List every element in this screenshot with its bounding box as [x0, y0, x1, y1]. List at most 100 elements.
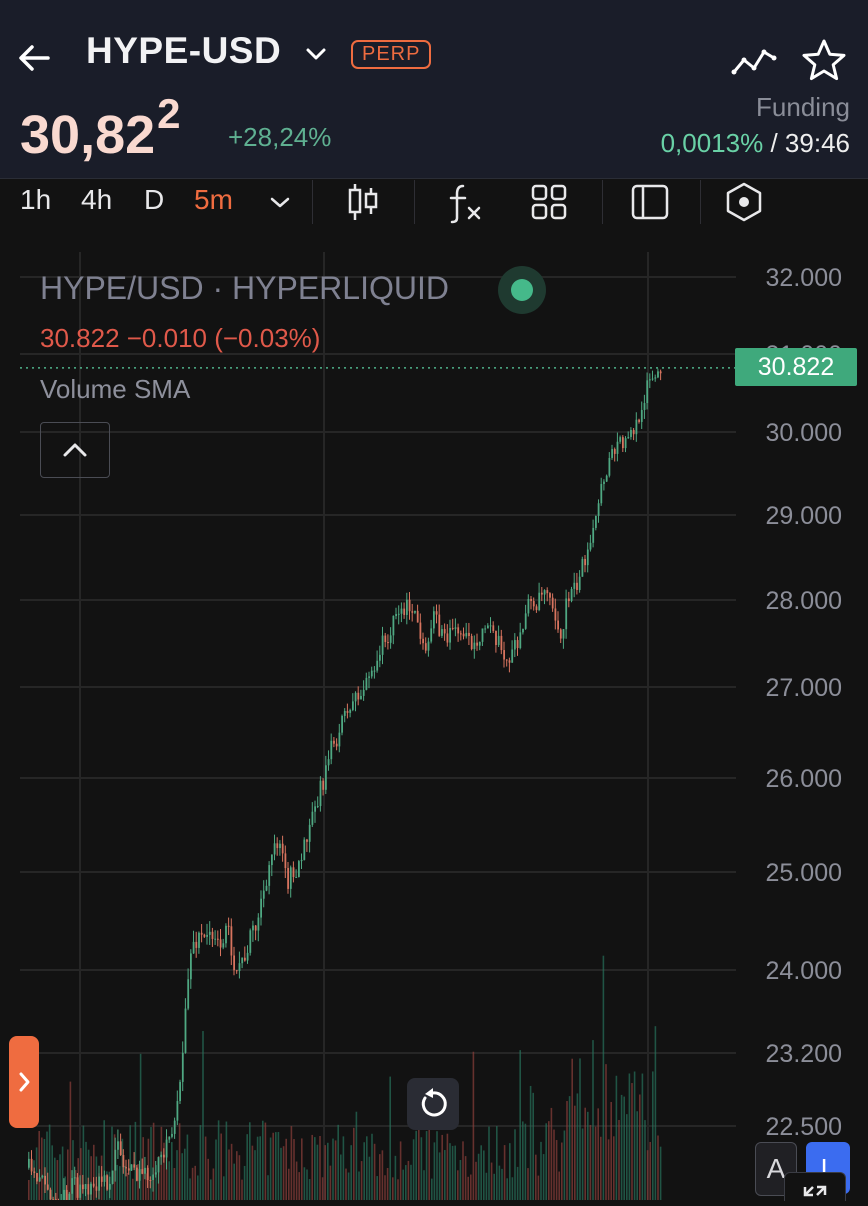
- candle-body: [257, 917, 260, 931]
- candle-body: [527, 598, 530, 614]
- volume-bar: [488, 1126, 490, 1200]
- candle-body: [192, 941, 195, 954]
- collapse-legend-button[interactable]: [40, 422, 110, 478]
- timeframe-5m[interactable]: 5m: [194, 184, 233, 215]
- candle-body: [38, 1177, 41, 1182]
- volume-bar: [132, 1178, 134, 1200]
- volume-bar: [119, 1166, 121, 1200]
- volume-bar: [41, 1137, 43, 1200]
- candle-body: [246, 952, 249, 961]
- volume-bar: [420, 1137, 423, 1200]
- candle-body: [608, 457, 611, 476]
- volume-bar: [69, 1081, 72, 1200]
- volume-bar: [360, 1161, 363, 1200]
- timeframe-dropdown-chevron-icon[interactable]: [258, 180, 302, 224]
- volume-bar: [558, 1171, 560, 1200]
- candle-body: [230, 926, 233, 956]
- volume-bar: [529, 1085, 532, 1200]
- sidebar-panel-icon[interactable]: [628, 180, 672, 224]
- volume-bar: [303, 1167, 306, 1200]
- chevron-down-icon[interactable]: [302, 40, 330, 68]
- star-icon[interactable]: [800, 38, 848, 82]
- volume-bar: [490, 1162, 493, 1200]
- volume-bar: [597, 1108, 599, 1200]
- candle-body: [63, 1189, 65, 1200]
- pair-title[interactable]: HYPE-USD: [86, 30, 282, 71]
- timeframe-d[interactable]: D: [144, 184, 165, 215]
- volume-bar: [316, 1144, 319, 1200]
- settings-hex-icon[interactable]: [722, 180, 766, 224]
- candle-body: [622, 437, 624, 449]
- volume-bar: [631, 1083, 633, 1200]
- volume-bar: [238, 1155, 241, 1200]
- candle-body: [554, 608, 557, 621]
- trend-line-icon[interactable]: [730, 42, 778, 80]
- volume-bar: [496, 1126, 498, 1200]
- volume-bar: [514, 1129, 516, 1200]
- volume-bar: [145, 1173, 147, 1200]
- volume-bar: [537, 1175, 540, 1200]
- candle-body: [179, 1081, 181, 1102]
- y-tick-label: 23.200: [766, 1040, 842, 1068]
- volume-bar: [485, 1172, 488, 1200]
- candle-body: [244, 957, 246, 961]
- expand-icon[interactable]: [784, 1172, 846, 1201]
- candle-body: [211, 931, 214, 939]
- volume-bar: [532, 1092, 534, 1200]
- volume-bar: [397, 1179, 399, 1200]
- candle-body: [227, 925, 230, 927]
- volume-bar: [394, 1155, 397, 1200]
- candle-body: [136, 1167, 138, 1181]
- volume-bar: [618, 1119, 620, 1200]
- volume-bar: [568, 1096, 571, 1200]
- candle-body: [611, 449, 613, 458]
- volume-bar: [386, 1167, 389, 1200]
- legend-volume-sma[interactable]: Volume SMA: [40, 374, 191, 404]
- volume-bar: [503, 1145, 506, 1200]
- volume-bar: [654, 1026, 657, 1200]
- candle-body: [368, 676, 370, 678]
- candle-body: [484, 628, 487, 630]
- volume-bar: [243, 1165, 246, 1200]
- candle-body: [397, 613, 400, 615]
- volume-bar: [516, 1166, 519, 1200]
- volume-bar: [197, 1175, 199, 1200]
- volume-bar: [43, 1138, 46, 1200]
- candle-body: [346, 710, 349, 713]
- candle-body: [273, 843, 276, 855]
- volume-bar: [150, 1127, 152, 1200]
- side-panel-handle[interactable]: [9, 1036, 39, 1128]
- candle-body: [190, 953, 192, 980]
- candle-body: [657, 371, 659, 378]
- candle-body: [465, 632, 468, 637]
- candle-body: [597, 503, 600, 516]
- candlestick-icon[interactable]: [341, 180, 385, 224]
- volume-bar: [527, 1168, 529, 1200]
- candle-body: [330, 740, 333, 760]
- indicators-fx-icon[interactable]: [443, 180, 487, 224]
- volume-bar: [581, 1128, 584, 1200]
- timeframe-1h[interactable]: 1h: [20, 184, 52, 215]
- volume-bar: [376, 1176, 378, 1200]
- volume-bar: [433, 1142, 436, 1200]
- volume-bar: [446, 1133, 449, 1200]
- price-chart[interactable]: 32.00031.00030.00029.00028.00027.00026.0…: [0, 228, 868, 1200]
- candle-body: [281, 843, 284, 854]
- timeframe-4h[interactable]: 4h: [81, 184, 113, 215]
- candle-body: [314, 806, 316, 812]
- volume-bar: [80, 1148, 82, 1200]
- candle-body: [184, 1008, 187, 1053]
- candle-body: [289, 867, 292, 889]
- reset-chart-button[interactable]: [407, 1078, 459, 1130]
- volume-bar: [54, 1157, 56, 1200]
- candle-body: [500, 635, 503, 651]
- layout-grid-icon[interactable]: [527, 180, 571, 224]
- back-arrow-icon[interactable]: [14, 38, 54, 78]
- candle-body: [133, 1164, 136, 1168]
- candle-body: [71, 1178, 73, 1194]
- candle-body: [462, 633, 465, 637]
- candle-body: [292, 867, 295, 878]
- volume-bar: [444, 1150, 446, 1200]
- volume-bar: [139, 1053, 142, 1200]
- legend-ohlc: 30.822 −0.010 (−0.03%): [40, 323, 321, 353]
